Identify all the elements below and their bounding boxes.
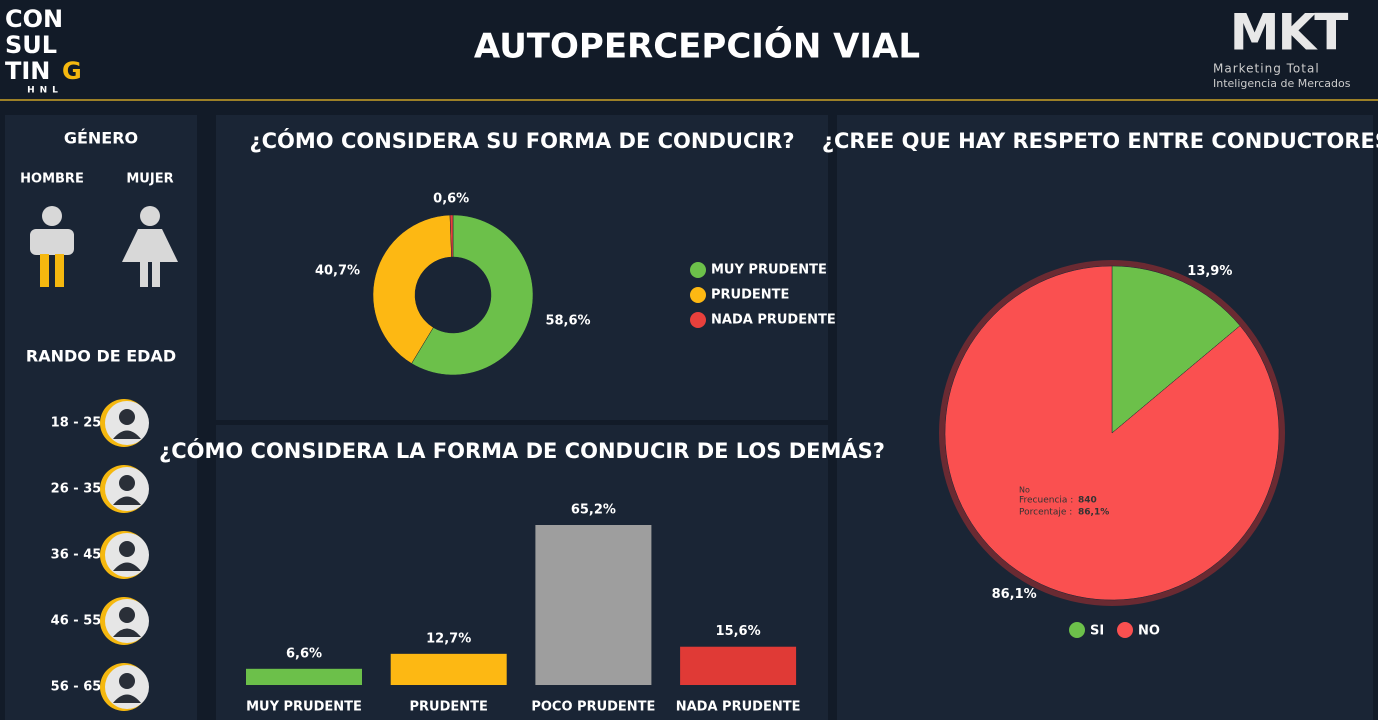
legend-label: NO	[1138, 624, 1160, 639]
data-label: 58,6%	[545, 313, 590, 328]
man-icon	[30, 206, 74, 287]
brand-line: Marketing Total	[1213, 62, 1320, 76]
age-icon-head	[119, 673, 135, 689]
page-title: AUTOPERCEPCIÓN VIAL	[474, 26, 920, 67]
data-label: 65,2%	[571, 503, 616, 518]
age-icon-body	[113, 628, 141, 637]
slice	[944, 265, 1280, 601]
data-label: 6,6%	[286, 646, 322, 661]
bar	[535, 525, 652, 685]
gender-label: HOMBRE	[20, 172, 84, 187]
chart-title: ¿CÓMO CONSIDERA LA FORMA DE CONDUCIR DE …	[159, 438, 885, 463]
age-icon-body	[113, 496, 141, 505]
logo-line: CON	[5, 5, 63, 33]
age-icon-body	[113, 562, 141, 571]
age-icon-head	[119, 409, 135, 425]
age-label: 26 - 35	[51, 482, 102, 497]
legend-label: PRUDENTE	[711, 288, 789, 303]
legend-label: NADA PRUDENTE	[711, 313, 836, 328]
section-title: RANDO DE EDAD	[26, 347, 176, 366]
logo-line: G	[62, 57, 82, 85]
gender-label: MUJER	[126, 172, 173, 187]
chart-title: ¿CREE QUE HAY RESPETO ENTRE CONDUCTORES?	[822, 129, 1378, 153]
data-label: 13,9%	[1187, 264, 1232, 279]
data-label: 15,6%	[716, 624, 761, 639]
tooltip-label: Porcentaje :	[1019, 508, 1072, 518]
x-tick-label: MUY PRUDENTE	[246, 700, 362, 715]
logo-sub: HNL	[27, 86, 63, 96]
bar	[390, 653, 507, 685]
legend-marker	[690, 287, 706, 303]
bar	[246, 668, 362, 685]
legend-label: MUY PRUDENTE	[711, 263, 827, 278]
age-label: 18 - 25	[51, 416, 102, 431]
legend-label: SI	[1090, 624, 1104, 639]
slice	[449, 214, 454, 258]
logo-line: SUL	[5, 31, 57, 59]
age-icon-body	[113, 430, 141, 439]
age-icon-head	[119, 541, 135, 557]
tooltip-value: 840	[1078, 496, 1097, 506]
x-tick-label: NADA PRUDENTE	[676, 700, 801, 715]
slice	[372, 214, 452, 364]
legend-marker	[690, 262, 706, 278]
data-label: 12,7%	[426, 631, 471, 646]
legend-marker	[1117, 622, 1133, 638]
legend-marker	[690, 312, 706, 328]
x-tick-label: PRUDENTE	[409, 700, 487, 715]
age-label: 46 - 55	[51, 614, 102, 629]
brand-logo: MKT	[1230, 4, 1349, 62]
data-label: 0,6%	[433, 192, 469, 207]
tooltip-label: Frecuencia :	[1019, 496, 1073, 506]
chart-title: ¿CÓMO CONSIDERA SU FORMA DE CONDUCIR?	[249, 128, 794, 153]
data-label: 86,1%	[992, 587, 1037, 602]
age-icon-body	[113, 694, 141, 703]
x-tick-label: POCO PRUDENTE	[531, 700, 655, 715]
legend-marker	[1069, 622, 1085, 638]
slice	[1111, 265, 1241, 434]
tooltip-value: 86,1%	[1078, 508, 1109, 518]
age-icon-head	[119, 475, 135, 491]
tooltip-title: No	[1019, 486, 1030, 495]
age-label: 36 - 45	[51, 548, 102, 563]
age-icon-head	[119, 607, 135, 623]
woman-icon	[122, 206, 178, 287]
age-label: 56 - 65	[51, 680, 102, 695]
bar	[680, 646, 797, 685]
section-title: GÉNERO	[64, 129, 138, 148]
data-label: 40,7%	[315, 263, 360, 278]
logo-line: TIN	[5, 57, 50, 85]
brand-line: Inteligencia de Mercados	[1213, 77, 1351, 90]
